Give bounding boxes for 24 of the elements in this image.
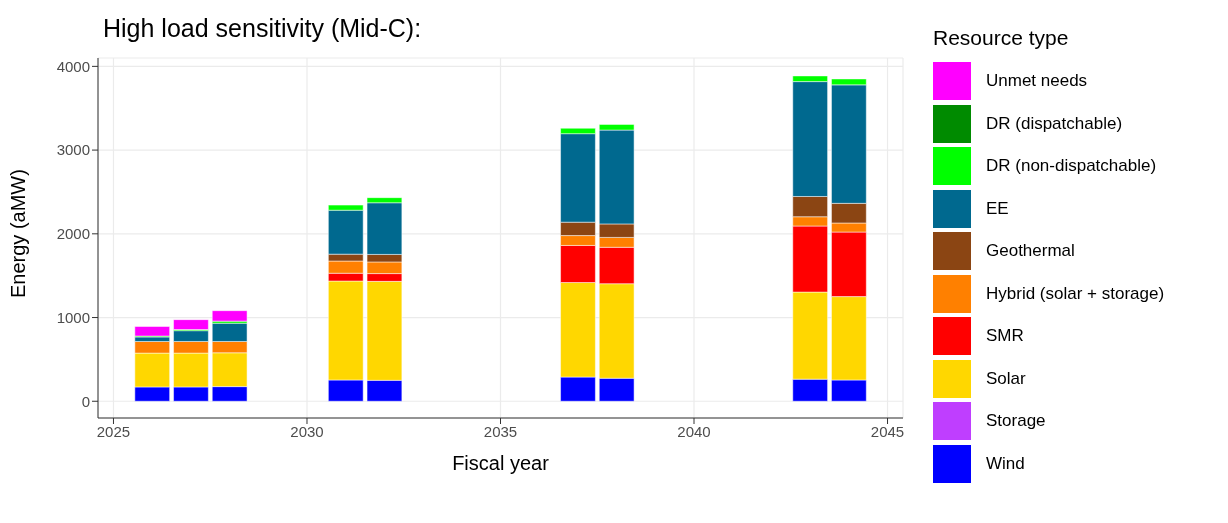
legend-title: Resource type (933, 26, 1070, 50)
x-tick-label: 2035 (483, 422, 518, 440)
y-axis-title: Energy (aMW) (7, 169, 30, 298)
legend-label: EE (986, 198, 1009, 219)
y-tick-label: 3000 (56, 141, 90, 159)
y-tick-label: 1000 (56, 308, 90, 326)
x-tick-label: 2040 (677, 422, 711, 440)
legend-label: Hybrid (solar + storage) (986, 283, 1165, 304)
legend-label: Geothermal (986, 241, 1075, 262)
x-tick-label: 2030 (290, 422, 324, 440)
x-tick-label: 2025 (96, 422, 131, 440)
y-tick-label: 4000 (56, 57, 90, 75)
legend-label: DR (non-dispatchable) (986, 156, 1157, 177)
y-tick-label: 0 (81, 392, 90, 410)
legend-label: Storage (986, 411, 1046, 432)
legend-label: SMR (986, 326, 1024, 347)
legend-label: Unmet needs (986, 71, 1088, 92)
legend-label: Wind (986, 453, 1025, 474)
y-tick-label: 2000 (56, 225, 90, 243)
x-axis-title: Fiscal year (452, 452, 550, 474)
x-tick-label: 2045 (870, 422, 905, 440)
chart-title: High load sensitivity (Mid-C): (103, 13, 423, 44)
legend-label: Solar (986, 368, 1026, 389)
legend-label: DR (dispatchable) (986, 113, 1123, 134)
